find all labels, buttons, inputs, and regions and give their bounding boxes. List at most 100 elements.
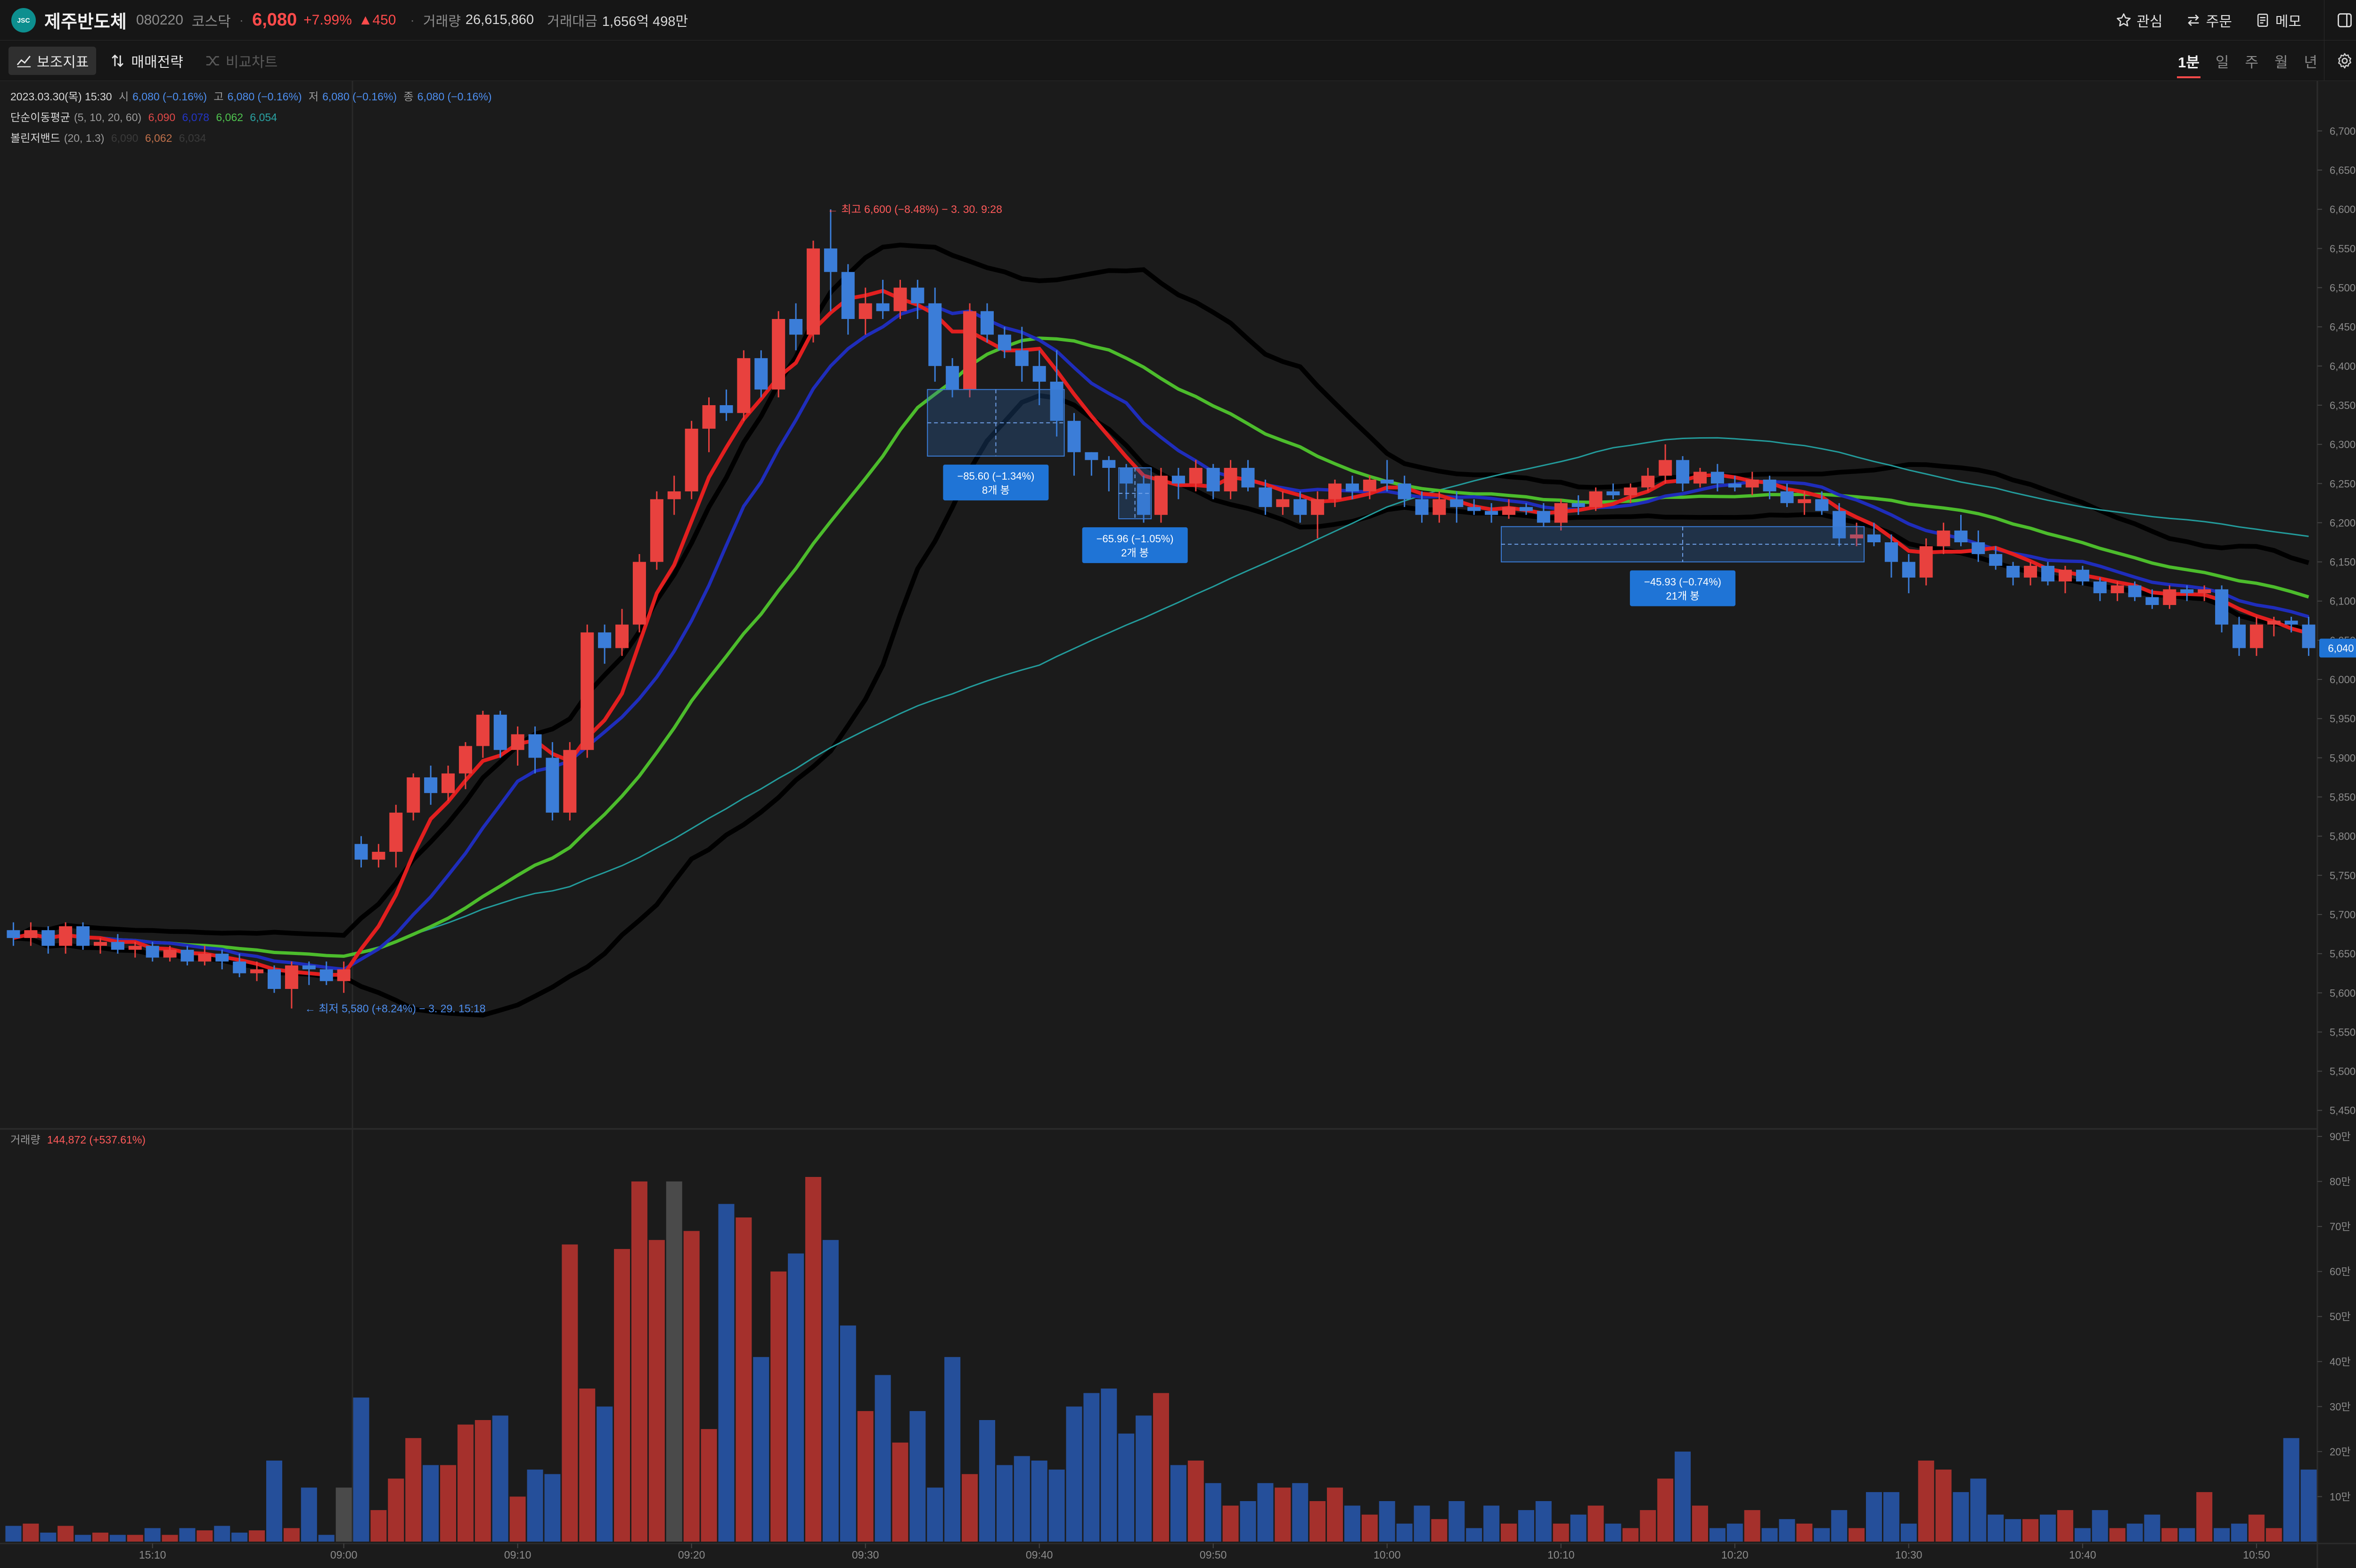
volume-legend-value: 144,872 (+537.61%) <box>47 1134 146 1146</box>
volume-bar <box>1622 1528 1639 1542</box>
volume-bar <box>701 1429 717 1542</box>
volume-bar <box>1518 1510 1534 1542</box>
candle-body <box>1206 468 1220 491</box>
y-tick-label: 5,550 <box>2330 1026 2356 1038</box>
watch-button[interactable]: 관심 <box>2116 10 2163 31</box>
high-value: 6,080 (−0.16%) <box>227 90 302 103</box>
memo-label: 메모 <box>2275 14 2301 30</box>
volume-bar <box>822 1240 839 1542</box>
volume-bar <box>162 1535 178 1542</box>
candle-body <box>1345 483 1359 491</box>
sma5-line <box>13 288 2309 977</box>
candle-body <box>267 969 281 989</box>
candle-body <box>772 319 785 390</box>
compare-chart-label: 비교차트 <box>225 54 278 70</box>
y-tick-label: 6,450 <box>2330 321 2356 333</box>
company-logo: JSC <box>11 8 36 33</box>
volume-bar <box>1136 1415 1152 1542</box>
x-tick-label: 09:30 <box>852 1549 879 1561</box>
candle-body <box>2093 581 2107 594</box>
volume-bar <box>2127 1523 2143 1542</box>
side-panel-icon <box>2337 13 2352 27</box>
candle-body <box>2128 585 2142 597</box>
period-tab-year[interactable]: 년 <box>2304 54 2317 71</box>
y-tick-label: 5,750 <box>2330 870 2356 882</box>
x-tick-label: 09:20 <box>678 1549 705 1561</box>
bb-lower-value: 6,034 <box>179 132 206 144</box>
sma-label: 단순이동평균 <box>10 111 70 123</box>
candle-body <box>841 272 855 319</box>
candle-body <box>1554 503 1568 523</box>
volume-bar <box>1970 1478 1987 1542</box>
candle-body <box>667 491 681 499</box>
candle-body <box>1015 350 1029 366</box>
volume-bar <box>788 1253 804 1542</box>
candle-body <box>650 499 663 562</box>
stock-code: 080220 <box>136 12 183 28</box>
candle-body <box>1050 382 1063 421</box>
period-tab-1min[interactable]: 1분 <box>2177 50 2201 78</box>
candle-body <box>1919 546 1933 578</box>
bb-legend: 볼린저밴드 (20, 1.3) 6,090 6,062 6,034 <box>10 129 210 145</box>
memo-button[interactable]: 메모 <box>2255 10 2301 31</box>
period-tab-month[interactable]: 월 <box>2274 54 2288 71</box>
vol-tick-label: 30만 <box>2330 1401 2351 1413</box>
x-tick-label: 10:10 <box>1547 1549 1575 1561</box>
volume-label: 거래량 <box>423 14 461 29</box>
price-chart[interactable]: −85.60 (−1.34%) 8개 봉 −65.96 (−1.05%) 2개 봉 −4… <box>0 81 2356 1568</box>
volume-bar <box>2161 1528 2178 1542</box>
current-price-tag <box>2319 638 2356 658</box>
volume-bar <box>1344 1505 1360 1542</box>
candle-body <box>163 949 177 958</box>
volume-bar <box>2196 1492 2213 1542</box>
volume-bar <box>753 1357 769 1542</box>
period-tab-day[interactable]: 일 <box>2215 54 2229 71</box>
candle-body <box>546 758 559 813</box>
volume-bar <box>1379 1501 1395 1542</box>
period-selector: 1분 일 주 월 년 <box>2162 41 2317 81</box>
volume-bar <box>1675 1451 1691 1542</box>
volume-bar <box>1048 1470 1065 1542</box>
side-panel-toggle[interactable] <box>2324 0 2356 41</box>
volume-bar <box>353 1397 369 1542</box>
bb-params: (20, 1.3) <box>64 132 105 144</box>
y-tick-label: 5,950 <box>2330 713 2356 725</box>
volume-bar <box>1396 1523 1413 1542</box>
candle-body <box>1763 479 1776 491</box>
x-tick-label: 10:40 <box>2069 1549 2096 1561</box>
candle-body <box>128 946 142 950</box>
candle-body <box>1972 542 1985 554</box>
candle-body <box>76 926 90 946</box>
volume-bar <box>944 1357 961 1542</box>
candle-body <box>2076 570 2089 582</box>
candle-body <box>180 949 194 962</box>
x-tick-label: 10:00 <box>1374 1549 1401 1561</box>
candle-body <box>2232 624 2246 648</box>
period-tab-week[interactable]: 주 <box>2245 54 2258 71</box>
volume-bar <box>909 1411 926 1542</box>
y-tick-label: 5,650 <box>2330 948 2356 960</box>
volume-bar <box>1014 1456 1030 1542</box>
open-value: 6,080 (−0.16%) <box>132 90 207 103</box>
indicators-button[interactable]: 보조지표 <box>8 46 97 75</box>
candle-body <box>528 734 542 758</box>
volume-bar <box>75 1535 91 1542</box>
chart-settings-button[interactable] <box>2324 41 2356 81</box>
candle-body <box>720 405 733 413</box>
candle-body <box>215 954 229 962</box>
volume-bar <box>23 1523 39 1542</box>
min-price-marker: ← 최저 5,580 (+8.24%) − 3. 29. 15:18 <box>305 1003 486 1015</box>
order-button[interactable]: 주문 <box>2185 10 2232 31</box>
volume-bar <box>40 1532 57 1542</box>
volume-bar <box>1865 1492 1882 1542</box>
volume-bar <box>1796 1523 1813 1542</box>
candle-body <box>1120 468 1133 484</box>
ohlc-legend: 2023.03.30(목) 15:30 시 6,080 (−0.16%) 고 6,0… <box>10 88 495 104</box>
compare-chart-button[interactable]: 비교차트 <box>197 47 285 75</box>
candle-body <box>1780 491 1794 503</box>
candle-body <box>1937 531 1950 547</box>
measure-change-label: −45.93 (−0.74%) <box>1644 576 1721 588</box>
strategy-button[interactable]: 매매전략 <box>103 47 190 75</box>
candle-body <box>302 965 316 970</box>
candle-body <box>824 248 837 272</box>
